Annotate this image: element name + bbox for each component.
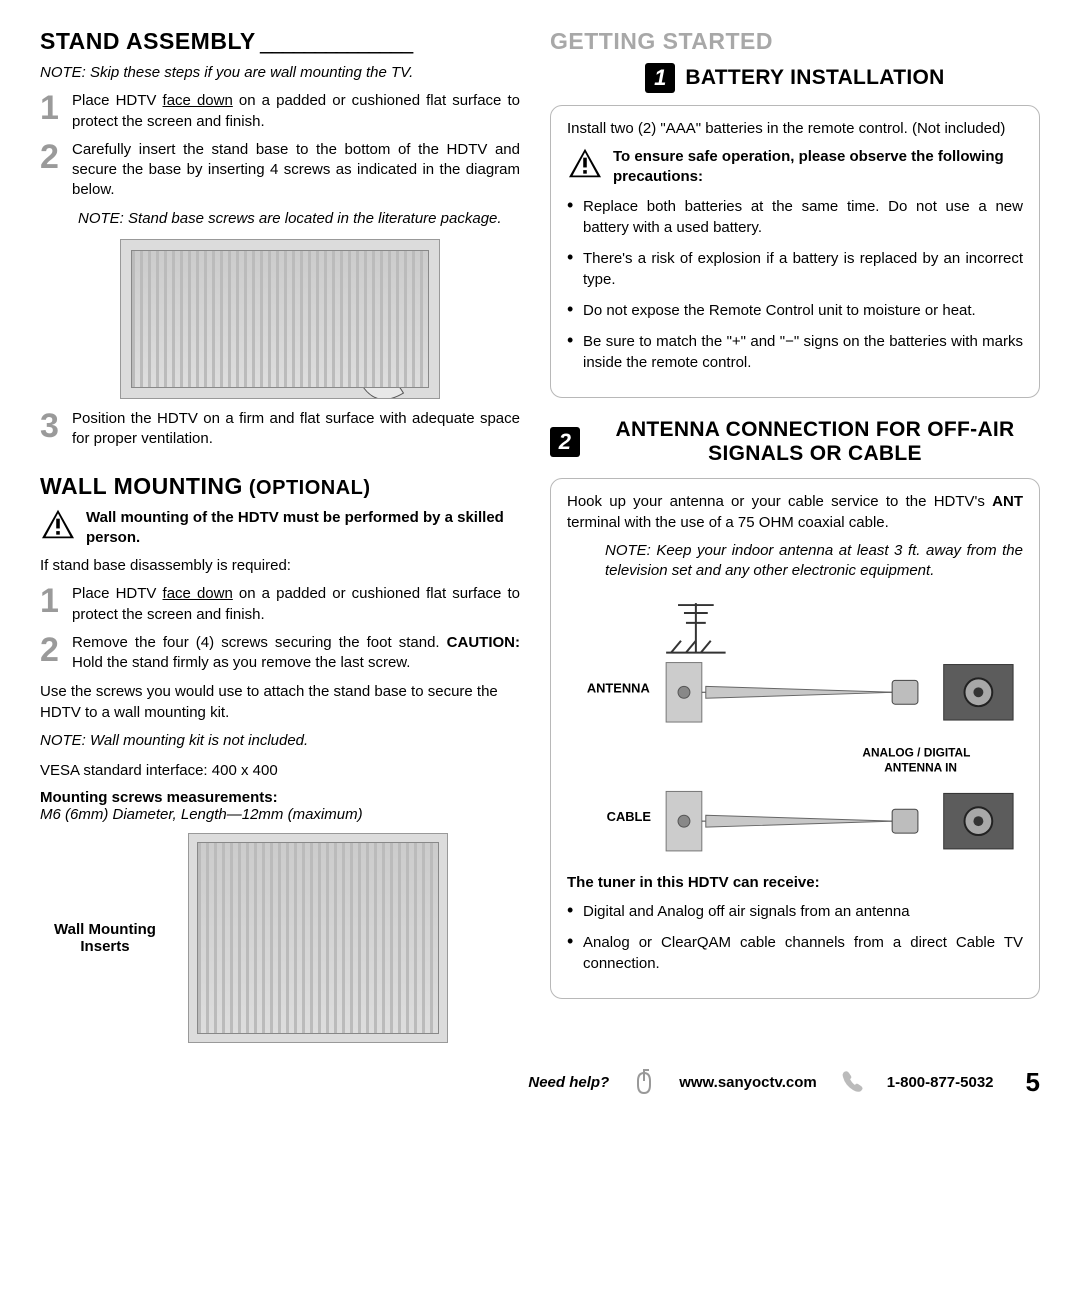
antenna-intro: Hook up your antenna or your cable servi…: [567, 491, 1023, 533]
antenna-note: NOTE: Keep your indoor antenna at least …: [567, 541, 1023, 582]
wall-step-1: 1 Place HDTV face down on a padded or cu…: [40, 584, 520, 625]
footer-url: www.sanyoctv.com: [679, 1074, 817, 1091]
list-item: Analog or ClearQAM cable channels from a…: [567, 932, 1023, 974]
wall-mount-diagram: [188, 833, 448, 1043]
getting-started-title: GETTING STARTED: [550, 28, 1040, 55]
list-item: Digital and Analog off air signals from …: [567, 901, 1023, 922]
mount-meas: Mounting screws measurements: M6 (6mm) D…: [40, 789, 520, 823]
page-footer: Need help? www.sanyoctv.com 1-800-877-50…: [40, 1067, 1040, 1098]
tuner-bullets: Digital and Analog off air signals from …: [567, 901, 1023, 974]
wall-mount-diagram-row: Wall Mounting Inserts: [40, 833, 520, 1043]
page-number: 5: [1026, 1067, 1040, 1098]
antenna-box: Hook up your antenna or your cable servi…: [550, 478, 1040, 999]
stand-step-2: 2 Carefully insert the stand base to the…: [40, 140, 520, 201]
need-help-label: Need help?: [528, 1074, 609, 1091]
list-item: Replace both batteries at the same time.…: [567, 196, 1023, 238]
wall-note: NOTE: Wall mounting kit is not included.: [40, 731, 520, 751]
stand-assembly-title: STAND ASSEMBLY: [40, 28, 520, 55]
svg-text:ANALOG / DIGITAL: ANALOG / DIGITAL: [862, 745, 970, 759]
tuner-heading: The tuner in this HDTV can receive:: [567, 874, 1023, 891]
vesa-text: VESA standard interface: 400 x 400: [40, 760, 520, 781]
stand-step-3: 3 Position the HDTV on a firm and flat s…: [40, 409, 520, 450]
battery-intro: Install two (2) "AAA" batteries in the r…: [567, 118, 1023, 139]
antenna-diagram: ANTENNA ANALOG / DIGITAL ANTENNA IN: [567, 592, 1023, 862]
phone-icon: [839, 1069, 865, 1095]
footer-phone: 1-800-877-5032: [887, 1074, 994, 1091]
svg-text:ANTENNA IN: ANTENNA IN: [884, 760, 957, 774]
badge-1: 1: [645, 63, 675, 93]
antenna-label: ANTENNA: [587, 680, 650, 695]
wall-use-text: Use the screws you would use to attach t…: [40, 681, 520, 723]
wall-mount-inserts-label: Wall Mounting Inserts: [40, 921, 170, 955]
battery-bullets: Replace both batteries at the same time.…: [567, 196, 1023, 373]
wall-step-2: 2 Remove the four (4) screws securing th…: [40, 633, 520, 674]
stand-diagram: [120, 239, 440, 399]
warning-icon: [567, 147, 603, 179]
stand-step-1: 1 Place HDTV face down on a padded or cu…: [40, 91, 520, 132]
note-skip: NOTE: Skip these steps if you are wall m…: [40, 63, 520, 83]
wall-mounting-title: WALL MOUNTING (OPTIONAL): [40, 473, 520, 500]
list-item: There's a risk of explosion if a battery…: [567, 248, 1023, 290]
mouse-icon: [631, 1069, 657, 1095]
wall-intro: If stand base disassembly is required:: [40, 555, 520, 576]
list-item: Do not expose the Remote Control unit to…: [567, 300, 1023, 321]
battery-warning: To ensure safe operation, please observe…: [567, 147, 1023, 186]
wall-warning: Wall mounting of the HDTV must be perfor…: [40, 508, 520, 547]
note-screws: NOTE: Stand base screws are located in t…: [40, 209, 520, 229]
battery-install-heading: 1 BATTERY INSTALLATION: [550, 63, 1040, 93]
svg-text:CABLE: CABLE: [607, 809, 652, 824]
battery-box: Install two (2) "AAA" batteries in the r…: [550, 105, 1040, 398]
badge-2: 2: [550, 427, 580, 457]
warning-icon: [40, 508, 76, 540]
list-item: Be sure to match the "+" and "−" signs o…: [567, 331, 1023, 373]
antenna-heading: 2 ANTENNA CONNECTION FOR OFF-AIR SIGNALS…: [550, 418, 1040, 466]
